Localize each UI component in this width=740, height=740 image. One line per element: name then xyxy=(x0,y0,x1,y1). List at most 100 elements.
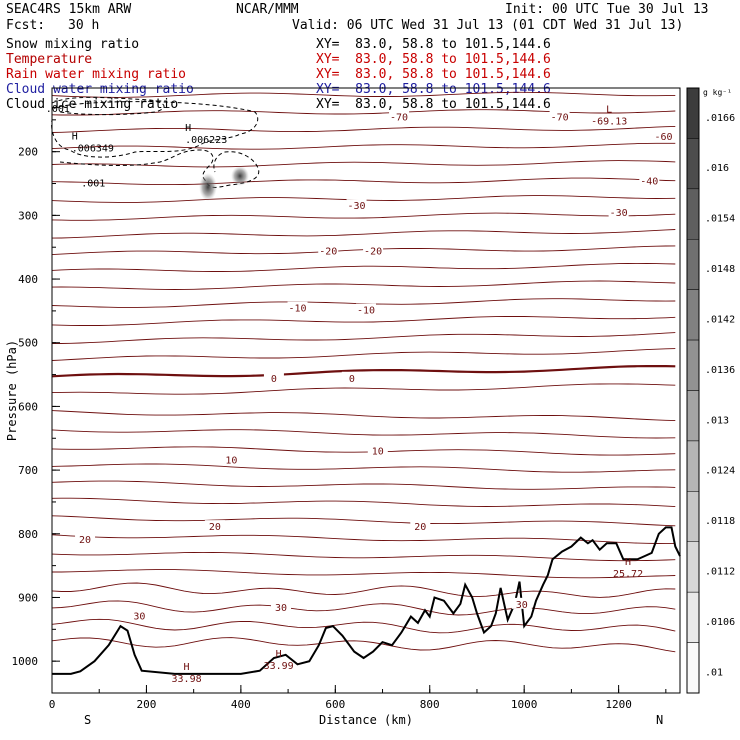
x-tick-label: 600 xyxy=(325,698,345,711)
contour-label-bg xyxy=(389,110,410,122)
contour-label-bg xyxy=(367,444,388,456)
colorbar-label: .016 xyxy=(705,163,729,174)
temperature-contour-label: 20 xyxy=(414,522,426,533)
isotherm-line xyxy=(51,332,676,345)
contour-label-bg xyxy=(271,601,292,613)
y-tick-label: 300 xyxy=(18,209,38,222)
isotherm-line xyxy=(51,142,676,150)
colorbar-bin xyxy=(686,339,700,391)
isotherm-line xyxy=(51,480,676,490)
isotherm-line xyxy=(51,280,676,290)
isotherm-line xyxy=(51,600,676,616)
colorbar-label: .0112 xyxy=(705,567,735,578)
temperature-extremum-type: H xyxy=(625,557,631,568)
isotherm-line xyxy=(51,515,676,527)
ice-contour-label: .001 xyxy=(46,104,70,115)
isotherm-line xyxy=(51,534,676,545)
temperature-contours xyxy=(51,91,676,653)
contour-label-bg xyxy=(363,244,384,256)
north-label: N xyxy=(656,713,663,727)
colorbar-bin xyxy=(686,642,700,694)
colorbar-bin xyxy=(686,188,700,240)
temperature-contour-label: -70 xyxy=(551,113,569,124)
contour-label-bg xyxy=(221,453,242,465)
snow-shading xyxy=(199,166,249,201)
isotherm-line xyxy=(51,262,676,272)
temperature-extremum-value: -69.13 xyxy=(591,117,627,128)
colorbar-bin xyxy=(686,491,700,543)
temperature-contour-label: 20 xyxy=(79,535,91,546)
isotherm-line xyxy=(51,316,676,326)
colorbar-bin xyxy=(686,289,700,341)
isotherm-line xyxy=(51,429,676,439)
y-axis-label: Pressure (hPa) xyxy=(5,340,19,441)
isotherm-line xyxy=(51,551,676,562)
y-tick-label: 800 xyxy=(18,528,38,541)
colorbar-bin xyxy=(686,541,700,593)
x-tick-label: 800 xyxy=(420,698,440,711)
x-tick-label: 400 xyxy=(231,698,251,711)
organization: NCAR/MMM xyxy=(236,2,299,17)
isotherm-line xyxy=(51,229,676,239)
isotherm-line xyxy=(51,177,676,186)
y-tick-label: 600 xyxy=(18,400,38,413)
temperature-contour-label: 30 xyxy=(516,600,528,611)
y-tick-label: 900 xyxy=(18,591,38,604)
field-snow-name: Snow mixing ratio xyxy=(6,37,140,52)
ice-contour-label: .006223 xyxy=(185,135,227,146)
isotherm-line xyxy=(51,463,676,473)
temperature-contour-label: -20 xyxy=(364,246,382,257)
isotherm-zero xyxy=(51,365,676,378)
temperature-extremum-value: 25.72 xyxy=(613,569,643,580)
plot-frame xyxy=(51,87,681,694)
temperature-contour-label: 20 xyxy=(209,522,221,533)
field-rain-xy: XY= 83.0, 58.8 to 101.5,144.6 xyxy=(316,67,551,82)
snow-blob-1 xyxy=(199,173,217,201)
y-tick-label: 400 xyxy=(18,273,38,286)
contour-label-bg xyxy=(639,174,660,186)
contour-label-bg xyxy=(129,609,150,621)
field-snow-xy: XY= 83.0, 58.8 to 101.5,144.6 xyxy=(316,37,551,52)
colorbar-label: .0166 xyxy=(705,113,735,124)
isotherm-line xyxy=(51,91,676,98)
forecast-hours: 30 h xyxy=(68,18,100,33)
temperature-contour-label: -70 xyxy=(390,113,408,124)
isotherm-line xyxy=(51,582,676,598)
colorbar-label: .0124 xyxy=(705,466,735,477)
isotherm-line xyxy=(51,446,676,456)
temperature-contour-label: -10 xyxy=(289,304,307,315)
contour-label-bg xyxy=(341,371,362,383)
colorbar-label: .0148 xyxy=(705,264,735,275)
field-cloudice-name: Cloud ice mixing ratio xyxy=(6,97,179,112)
isotherm-line xyxy=(51,618,676,634)
isotherm-line xyxy=(51,212,676,221)
temperature-extremum-value: 33.98 xyxy=(172,674,202,685)
isotherm-line xyxy=(51,125,676,133)
axes: 0 200 400 600 800 1000 12002003004005006007008… xyxy=(5,87,681,727)
contour-label-bg xyxy=(608,206,629,218)
field-cloudwater-name: Cloud water mixing ratio xyxy=(6,82,194,97)
init-time: Init: 00 UTC Tue 30 Jul 13 xyxy=(505,2,709,17)
colorbar-bin xyxy=(686,87,700,139)
colorbar-frame xyxy=(686,87,700,694)
contour-label-bg xyxy=(549,110,570,122)
ice-contour-label: .006349 xyxy=(72,143,114,154)
colorbar-bin xyxy=(686,239,700,290)
ice-contour-label: .001 xyxy=(81,178,105,189)
temperature-contour-label: 30 xyxy=(133,611,145,622)
ice-contour-upper xyxy=(51,101,259,158)
x-axis-label: Distance (km) xyxy=(319,713,413,727)
temperature-contour-label: -60 xyxy=(654,132,672,143)
colorbar-label: .013 xyxy=(705,415,729,426)
contour-label-bg xyxy=(356,303,376,315)
contour-label-bg xyxy=(511,597,532,609)
south-label: S xyxy=(84,713,91,727)
contour-label-bg xyxy=(287,301,308,313)
x-tick-label: 1200 xyxy=(605,698,632,711)
colorbar-bin xyxy=(686,440,700,492)
temperature-contour-label: 0 xyxy=(349,374,355,385)
contour-label-bg xyxy=(410,520,431,532)
ice-extremum-type: H xyxy=(185,123,191,134)
field-rain-name: Rain water mixing ratio xyxy=(6,67,187,82)
field-temperature-xy: XY= 83.0, 58.8 to 101.5,144.6 xyxy=(316,52,551,67)
